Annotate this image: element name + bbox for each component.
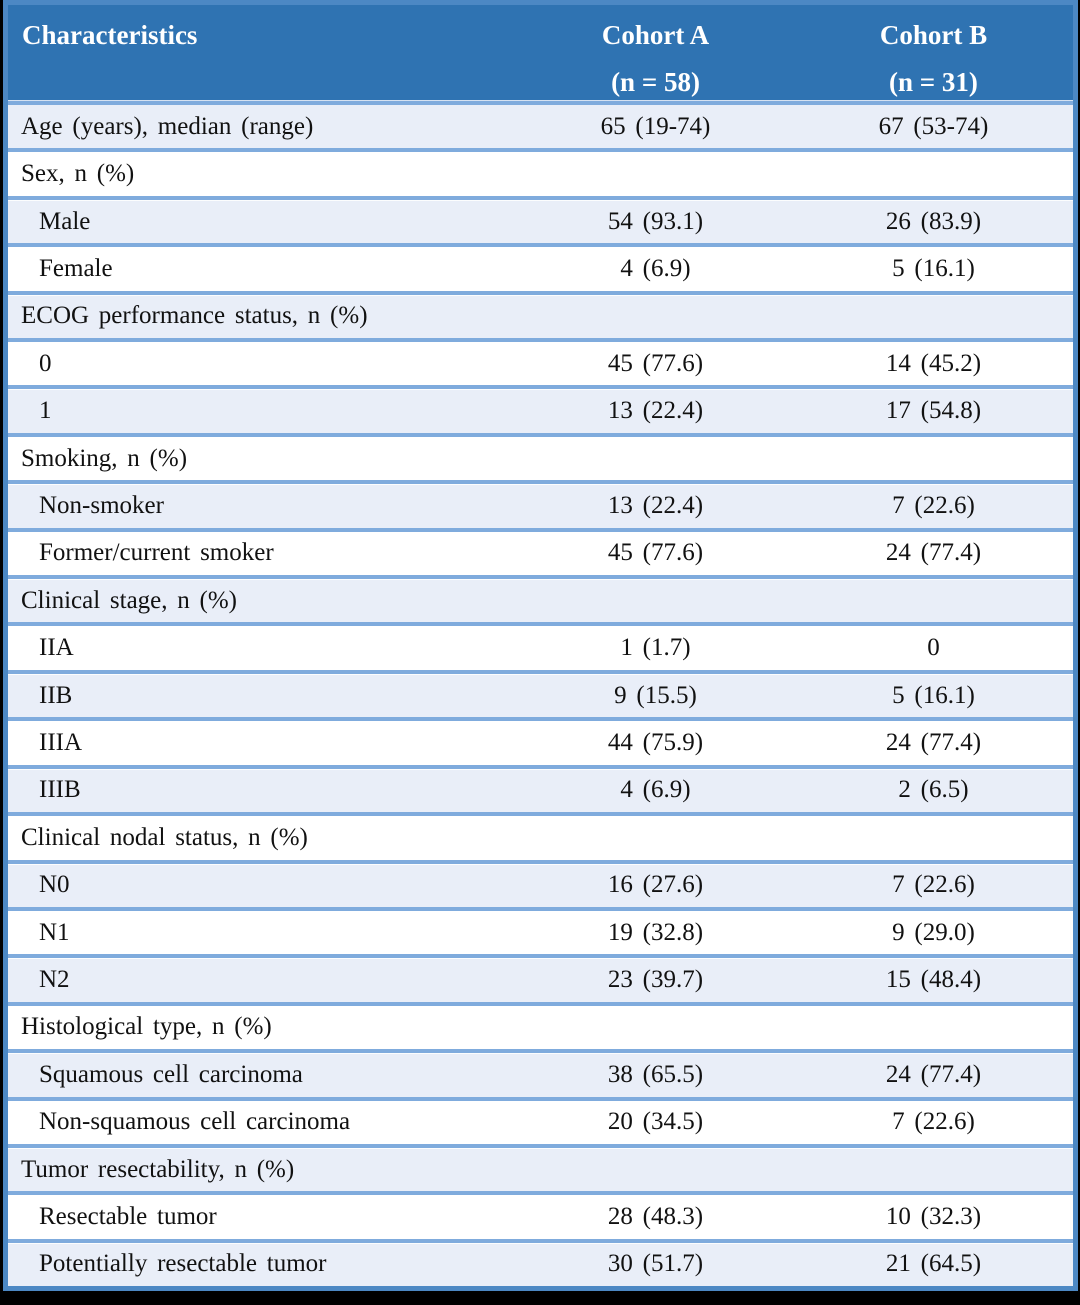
row-label: Resectable tumor (39, 1203, 217, 1231)
cohort-b-value: 24 (77.4) (885, 539, 982, 567)
header-characteristics: Characteristics (8, 5, 503, 101)
cohort-a-value: 45 (77.6) (607, 539, 704, 567)
cohort-a-value: 9 (15.5) (614, 681, 697, 709)
cohort-b-value: 5 (16.1) (892, 681, 975, 709)
row-label: 0 (39, 349, 52, 377)
table-row: 1 13 (22.4) 17 (54.8) (8, 385, 1073, 433)
table-row: IIIA 44 (75.9) 24 (77.4) (8, 717, 1073, 765)
characteristics-table: Characteristics Cohort A (n = 58) Cohort… (3, 0, 1078, 1291)
table-row: Tumor resectability, n (%) (8, 1143, 1073, 1192)
row-label: N0 (39, 871, 70, 899)
row-label: 1 (39, 397, 52, 425)
row-label: IIB (39, 681, 73, 709)
cohort-a-value: 13 (22.4) (607, 491, 704, 519)
table-row: ECOG performance status, n (%) (8, 290, 1073, 339)
row-label: Former/current smoker (39, 539, 274, 567)
cohort-b-value: 2 (6.5) (898, 776, 969, 804)
cohort-b-value: 15 (48.4) (885, 966, 982, 994)
cohort-b-value: 10 (32.3) (885, 1203, 982, 1231)
cohort-a-value: 20 (34.5) (607, 1108, 704, 1136)
cohort-b-value: 21 (64.5) (885, 1250, 982, 1278)
cohort-a-value: 1 (1.7) (620, 634, 691, 662)
row-label: Age (years), median (range) (21, 112, 314, 140)
cohort-a-value: 38 (65.5) (607, 1060, 704, 1088)
cohort-b-value: 7 (22.6) (892, 1108, 975, 1136)
table-row: Age (years), median (range) 65 (19-74) 6… (8, 105, 1073, 149)
header-cohort-b-n: (n = 31) (889, 67, 978, 97)
cohort-a-value: 4 (6.9) (620, 776, 691, 804)
table-row: IIA 1 (1.7) 0 (8, 622, 1073, 670)
row-label: Male (39, 207, 91, 235)
cohort-a-value: 19 (32.8) (607, 918, 704, 946)
table-row: IIB 9 (15.5) 5 (16.1) (8, 669, 1073, 718)
table-row: 0 45 (77.6) 14 (45.2) (8, 338, 1073, 386)
row-label: Non-squamous cell carcinoma (39, 1108, 351, 1136)
row-label: Histological type, n (%) (21, 1013, 272, 1041)
cohort-b-value: 5 (16.1) (892, 254, 975, 282)
cohort-b-value: 14 (45.2) (885, 349, 982, 377)
row-label: Clinical stage, n (%) (21, 586, 237, 614)
table-body: Age (years), median (range) 65 (19-74) 6… (8, 105, 1073, 1287)
row-label: ECOG performance status, n (%) (21, 302, 368, 330)
table-row: Squamous cell carcinoma 38 (65.5) 24 (77… (8, 1049, 1073, 1097)
table-row: N1 19 (32.8) 9 (29.0) (8, 906, 1073, 955)
table-header-row: Characteristics Cohort A (n = 58) Cohort… (8, 5, 1073, 105)
table-row: Resectable tumor 28 (48.3) 10 (32.3) (8, 1191, 1073, 1239)
row-label: Non-smoker (39, 491, 164, 519)
cohort-a-value: 65 (19-74) (600, 112, 711, 140)
table-row: Non-smoker 13 (22.4) 7 (22.6) (8, 480, 1073, 528)
cohort-a-value: 44 (75.9) (607, 728, 704, 756)
table-row: Former/current smoker 45 (77.6) 24 (77.4… (8, 527, 1073, 576)
table-row: Potentially resectable tumor 30 (51.7) 2… (8, 1238, 1073, 1287)
row-label: Clinical nodal status, n (%) (21, 823, 308, 851)
cohort-b-value: 9 (29.0) (892, 918, 975, 946)
table-row: N0 16 (27.6) 7 (22.6) (8, 859, 1073, 907)
header-characteristics-label: Characteristics (22, 20, 198, 50)
row-label: Sex, n (%) (21, 160, 135, 188)
row-label: N2 (39, 966, 70, 994)
row-label: IIIA (39, 728, 83, 756)
cohort-a-value: 54 (93.1) (607, 207, 704, 235)
cohort-b-value: 7 (22.6) (892, 871, 975, 899)
cohort-b-value: 7 (22.6) (892, 491, 975, 519)
cohort-b-value: 26 (83.9) (885, 207, 982, 235)
cohort-a-value: 28 (48.3) (607, 1203, 704, 1231)
cohort-b-value: 67 (53-74) (878, 112, 989, 140)
cohort-a-value: 45 (77.6) (607, 349, 704, 377)
table-row: Clinical stage, n (%) (8, 575, 1073, 623)
row-label: Squamous cell carcinoma (39, 1060, 303, 1088)
table-row: Sex, n (%) (8, 148, 1073, 196)
cohort-a-value: 30 (51.7) (607, 1250, 704, 1278)
cohort-a-value: 16 (27.6) (607, 871, 704, 899)
table-row: IIIB 4 (6.9) 2 (6.5) (8, 764, 1073, 813)
row-label: Potentially resectable tumor (39, 1250, 327, 1278)
row-label: IIIB (39, 776, 81, 804)
table-row: Histological type, n (%) (8, 1001, 1073, 1050)
table-row: Clinical nodal status, n (%) (8, 812, 1073, 860)
row-label: Female (39, 254, 113, 282)
cohort-b-value: 0 (927, 634, 940, 662)
table-row: Female 4 (6.9) 5 (16.1) (8, 243, 1073, 291)
header-cohort-a: Cohort A (n = 58) (503, 5, 808, 101)
table-row: Male 54 (93.1) 26 (83.9) (8, 195, 1073, 244)
cohort-b-value: 24 (77.4) (885, 728, 982, 756)
header-cohort-b-name: Cohort B (879, 20, 988, 50)
header-cohort-b: Cohort B (n = 31) (808, 5, 1059, 101)
cohort-a-value: 4 (6.9) (620, 254, 691, 282)
header-cohort-a-n: (n = 58) (611, 67, 700, 97)
cohort-b-value: 24 (77.4) (885, 1060, 982, 1088)
row-label: IIA (39, 634, 74, 662)
table-row: Smoking, n (%) (8, 432, 1073, 481)
cohort-b-value: 17 (54.8) (885, 397, 982, 425)
row-label: Smoking, n (%) (21, 444, 188, 472)
row-label: Tumor resectability, n (%) (21, 1155, 295, 1183)
header-cohort-a-name: Cohort A (601, 20, 710, 50)
cohort-a-value: 13 (22.4) (607, 397, 704, 425)
table-row: Non-squamous cell carcinoma 20 (34.5) 7 … (8, 1096, 1073, 1144)
cohort-a-value: 23 (39.7) (607, 966, 704, 994)
row-label: N1 (39, 918, 70, 946)
table-row: N2 23 (39.7) 15 (48.4) (8, 954, 1073, 1002)
